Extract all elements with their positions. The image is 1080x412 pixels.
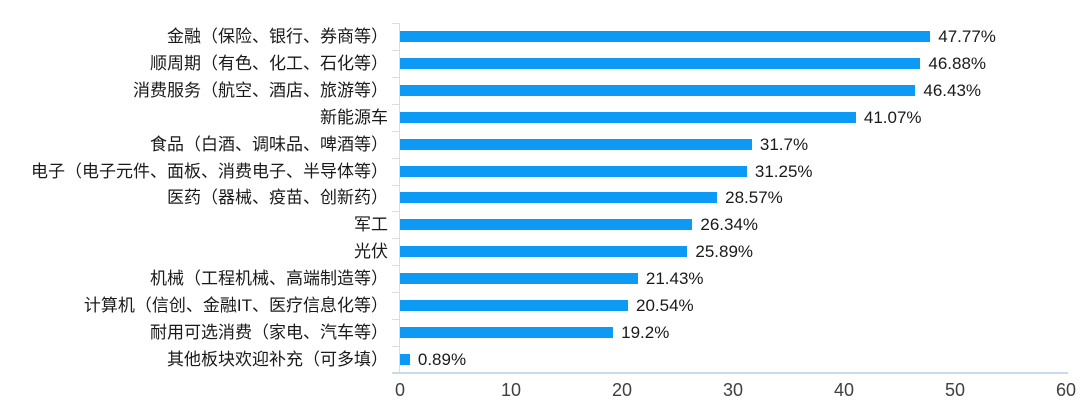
bar-row: 医药（器械、疫苗、创新药） 28.57% [0, 185, 1080, 212]
y-axis-tick [392, 49, 400, 51]
y-axis-tick [392, 238, 400, 240]
y-axis-tick [392, 76, 400, 78]
category-label: 军工 [354, 215, 388, 235]
y-axis-tick [392, 157, 400, 159]
bar-row: 光伏 25.89% [0, 238, 1080, 265]
x-axis-line [392, 372, 1068, 374]
bar[interactable] [400, 300, 628, 312]
bar[interactable] [400, 30, 931, 42]
plot-cell: 46.43% [400, 77, 1066, 104]
plot-cell: 26.34% [400, 211, 1066, 238]
bar-row: 机械（工程机械、高端制造等） 21.43% [0, 265, 1080, 292]
y-axis-tick [392, 292, 400, 294]
bar[interactable] [400, 138, 752, 150]
plot-cell: 31.25% [400, 158, 1066, 185]
category-label: 其他板块欢迎补充（可多填） [167, 350, 388, 370]
bar[interactable] [400, 219, 693, 231]
bar-row: 消费服务（航空、酒店、旅游等） 46.43% [0, 77, 1080, 104]
value-label: 21.43% [645, 269, 704, 289]
plot-cell: 0.89% [400, 346, 1066, 373]
x-axis-tick-label: 20 [611, 380, 633, 400]
y-axis-tick [392, 265, 400, 267]
category-label: 电子（电子元件、面板、消费电子、半导体等） [31, 161, 388, 181]
bar[interactable] [400, 192, 718, 204]
bar-row: 耐用可选消费（家电、汽车等） 19.2% [0, 319, 1080, 346]
category-label: 顺周期（有色、化工、石化等） [150, 53, 388, 73]
y-axis-tick [392, 319, 400, 321]
bar-rows-container: 金融（保险、银行、券商等） 47.77% 顺周期（有色、化工、石化等） 46.88% 消… [0, 23, 1080, 373]
x-axis-tick-label: 10 [500, 380, 522, 400]
category-label: 消费服务（航空、酒店、旅游等） [133, 80, 388, 100]
value-label: 0.89% [417, 350, 467, 370]
bar-row: 其他板块欢迎补充（可多填） 0.89% [0, 346, 1080, 373]
bar-row: 顺周期（有色、化工、石化等） 46.88% [0, 50, 1080, 77]
bar-row: 金融（保险、银行、券商等） 47.77% [0, 23, 1080, 50]
y-axis-tick [392, 211, 400, 213]
x-axis-tick-label: 50 [944, 380, 966, 400]
plot-cell: 47.77% [400, 23, 1066, 50]
bar-row: 食品（白酒、调味品、啤酒等） 31.7% [0, 131, 1080, 158]
plot-cell: 21.43% [400, 265, 1066, 292]
x-axis-tick-label: 40 [833, 380, 855, 400]
y-axis-tick [392, 23, 400, 24]
bar[interactable] [400, 327, 614, 339]
value-label: 19.2% [621, 323, 670, 343]
category-label: 耐用可选消费（家电、汽车等） [150, 323, 388, 343]
bar-row: 电子（电子元件、面板、消费电子、半导体等） 31.25% [0, 158, 1080, 185]
value-label: 26.34% [700, 215, 759, 235]
value-label: 46.88% [928, 53, 987, 73]
bar[interactable] [400, 57, 921, 69]
category-label: 金融（保险、银行、券商等） [167, 26, 388, 46]
value-label: 46.43% [923, 80, 982, 100]
y-axis-tick [392, 184, 400, 186]
bar[interactable] [400, 246, 688, 258]
value-label: 20.54% [635, 296, 694, 316]
bar[interactable] [400, 111, 856, 123]
y-axis-tick [392, 130, 400, 132]
plot-cell: 41.07% [400, 104, 1066, 131]
x-axis-tick-label: 30 [722, 380, 744, 400]
value-label: 25.89% [695, 242, 754, 262]
plot-cell: 31.7% [400, 131, 1066, 158]
category-label: 机械（工程机械、高端制造等） [150, 269, 388, 289]
value-label: 28.57% [725, 188, 783, 208]
category-label: 医药（器械、疫苗、创新药） [167, 188, 388, 208]
bar[interactable] [400, 165, 747, 177]
bar-row: 计算机（信创、金融IT、医疗信息化等） 20.54% [0, 292, 1080, 319]
category-label: 光伏 [354, 242, 388, 262]
bar[interactable] [400, 84, 916, 96]
category-label: 计算机（信创、金融IT、医疗信息化等） [83, 296, 388, 316]
plot-cell: 19.2% [400, 319, 1066, 346]
bar[interactable] [400, 354, 410, 366]
x-axis-tick-label: 60 [1055, 380, 1077, 400]
y-axis-tick [392, 103, 400, 105]
bar[interactable] [400, 273, 638, 285]
bar-row: 新能源车 41.07% [0, 104, 1080, 131]
value-label: 47.77% [938, 26, 996, 46]
plot-cell: 25.89% [400, 238, 1066, 265]
category-label: 新能源车 [320, 107, 388, 127]
value-label: 31.7% [759, 134, 809, 154]
plot-cell: 28.57% [400, 185, 1066, 212]
plot-cell: 46.88% [400, 50, 1066, 77]
category-label: 食品（白酒、调味品、啤酒等） [150, 134, 388, 154]
bar-row: 军工 26.34% [0, 211, 1080, 238]
value-label: 41.07% [863, 107, 922, 127]
plot-cell: 20.54% [400, 292, 1066, 319]
y-axis-line [399, 23, 400, 373]
value-label: 31.25% [754, 161, 813, 181]
y-axis-tick [392, 346, 400, 348]
x-axis-tick-label: 0 [394, 380, 406, 400]
